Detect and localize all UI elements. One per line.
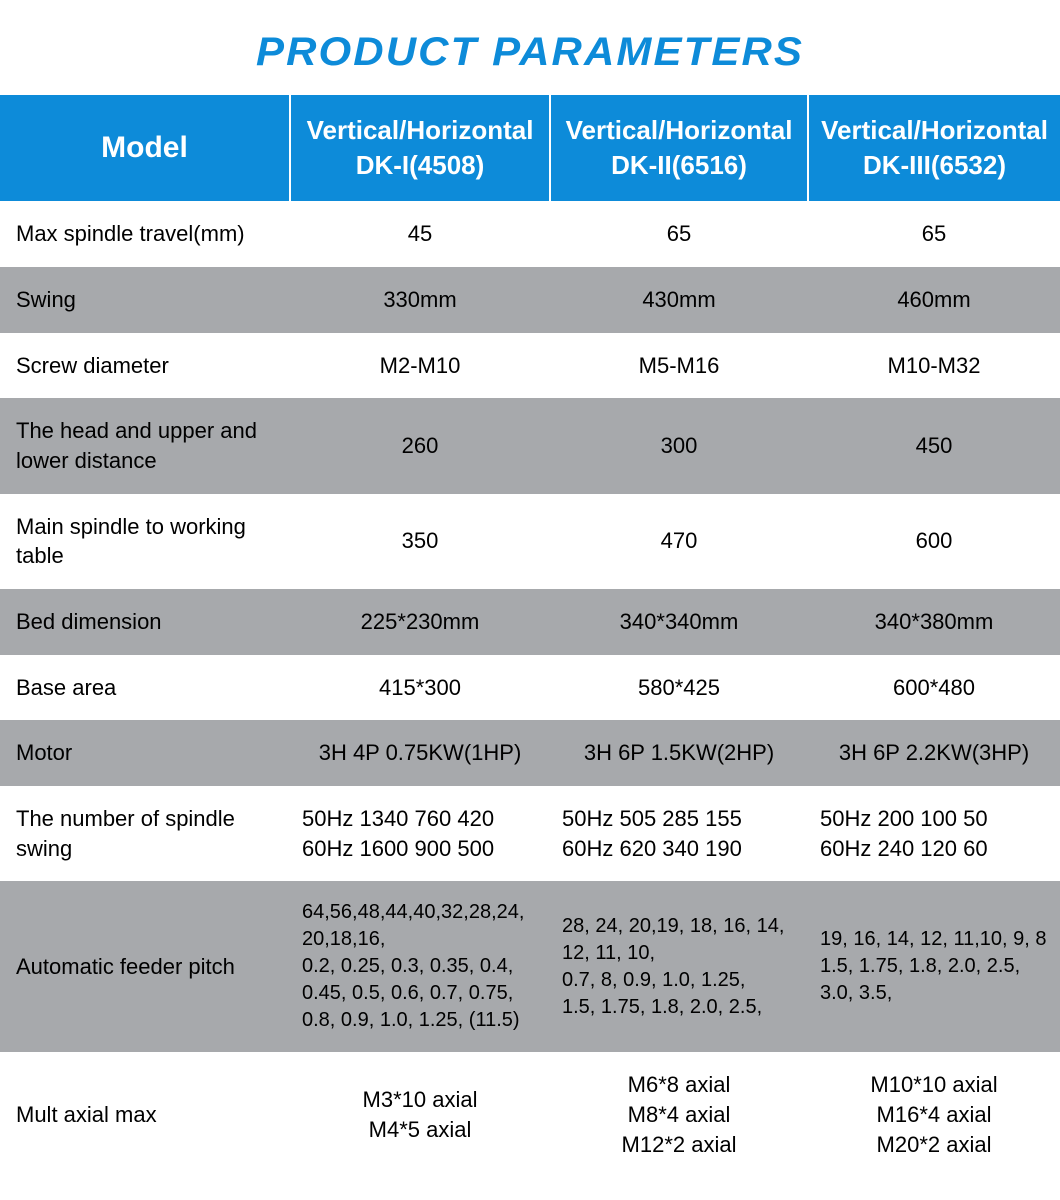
table-row: Mult axial maxM3*10 axial M4*5 axialM6*8… — [0, 1052, 1060, 1177]
parameters-table: Model Vertical/Horizontal DK-I(4508) Ver… — [0, 95, 1060, 1178]
row-label: Automatic feeder pitch — [0, 881, 290, 1052]
row-value: M6*8 axial M8*4 axial M12*2 axial — [550, 1052, 808, 1177]
table-row: Main spindle to working table350470600 — [0, 494, 1060, 589]
table-row: The head and upper and lower distance260… — [0, 398, 1060, 493]
table-row: Bed dimension225*230mm340*340mm340*380mm — [0, 589, 1060, 655]
table-row: Base area415*300580*425600*480 — [0, 655, 1060, 721]
row-value: 65 — [808, 201, 1060, 267]
row-value: 340*340mm — [550, 589, 808, 655]
row-value: 330mm — [290, 267, 550, 333]
row-value: 3H 6P 1.5KW(2HP) — [550, 720, 808, 786]
row-label: Swing — [0, 267, 290, 333]
table-row: Screw diameterM2-M10M5-M16M10-M32 — [0, 333, 1060, 399]
header-col-3-line1: Vertical/Horizontal — [821, 115, 1048, 145]
row-label: Max spindle travel(mm) — [0, 201, 290, 267]
row-value: 65 — [550, 201, 808, 267]
table-row: Automatic feeder pitch64,56,48,44,40,32,… — [0, 881, 1060, 1052]
header-col-1: Vertical/Horizontal DK-I(4508) — [290, 95, 550, 201]
row-value: 600 — [808, 494, 1060, 589]
row-value: 19, 16, 14, 12, 11,10, 9, 8 1.5, 1.75, 1… — [808, 881, 1060, 1052]
page-title: PRODUCT PARAMETERS — [0, 0, 1060, 95]
row-label: Base area — [0, 655, 290, 721]
row-value: 350 — [290, 494, 550, 589]
row-value: 50Hz 1340 760 420 60Hz 1600 900 500 — [290, 786, 550, 881]
row-value: 28, 24, 20,19, 18, 16, 14, 12, 11, 10, 0… — [550, 881, 808, 1052]
row-value: 50Hz 505 285 155 60Hz 620 340 190 — [550, 786, 808, 881]
table-row: Swing330mm430mm460mm — [0, 267, 1060, 333]
row-label: The head and upper and lower distance — [0, 398, 290, 493]
row-label: Screw diameter — [0, 333, 290, 399]
row-value: 415*300 — [290, 655, 550, 721]
table-row: Max spindle travel(mm)456565 — [0, 201, 1060, 267]
row-value: 450 — [808, 398, 1060, 493]
row-value: M10-M32 — [808, 333, 1060, 399]
row-value: M10*10 axial M16*4 axial M20*2 axial — [808, 1052, 1060, 1177]
row-label: Mult axial max — [0, 1052, 290, 1177]
row-value: 470 — [550, 494, 808, 589]
header-col-2-line2: DK-II(6516) — [611, 150, 747, 180]
header-model: Model — [0, 95, 290, 201]
row-value: 3H 4P 0.75KW(1HP) — [290, 720, 550, 786]
row-value: 3H 6P 2.2KW(3HP) — [808, 720, 1060, 786]
row-value: 300 — [550, 398, 808, 493]
row-label: Bed dimension — [0, 589, 290, 655]
row-value: 460mm — [808, 267, 1060, 333]
row-value: M3*10 axial M4*5 axial — [290, 1052, 550, 1177]
row-label: The number of spindle swing — [0, 786, 290, 881]
header-col-3: Vertical/Horizontal DK-III(6532) — [808, 95, 1060, 201]
row-value: 45 — [290, 201, 550, 267]
row-value: M5-M16 — [550, 333, 808, 399]
row-value: M2-M10 — [290, 333, 550, 399]
row-label: Motor — [0, 720, 290, 786]
header-col-1-line1: Vertical/Horizontal — [307, 115, 534, 145]
row-value: 580*425 — [550, 655, 808, 721]
table-header-row: Model Vertical/Horizontal DK-I(4508) Ver… — [0, 95, 1060, 201]
row-value: 260 — [290, 398, 550, 493]
row-value: 50Hz 200 100 50 60Hz 240 120 60 — [808, 786, 1060, 881]
row-value: 600*480 — [808, 655, 1060, 721]
row-value: 430mm — [550, 267, 808, 333]
row-value: 64,56,48,44,40,32,28,24, 20,18,16, 0.2, … — [290, 881, 550, 1052]
header-col-1-line2: DK-I(4508) — [356, 150, 485, 180]
table-row: Motor3H 4P 0.75KW(1HP)3H 6P 1.5KW(2HP)3H… — [0, 720, 1060, 786]
header-col-2-line1: Vertical/Horizontal — [566, 115, 793, 145]
row-value: 340*380mm — [808, 589, 1060, 655]
row-label: Main spindle to working table — [0, 494, 290, 589]
header-col-2: Vertical/Horizontal DK-II(6516) — [550, 95, 808, 201]
header-col-3-line2: DK-III(6532) — [863, 150, 1006, 180]
row-value: 225*230mm — [290, 589, 550, 655]
table-row: The number of spindle swing50Hz 1340 760… — [0, 786, 1060, 881]
